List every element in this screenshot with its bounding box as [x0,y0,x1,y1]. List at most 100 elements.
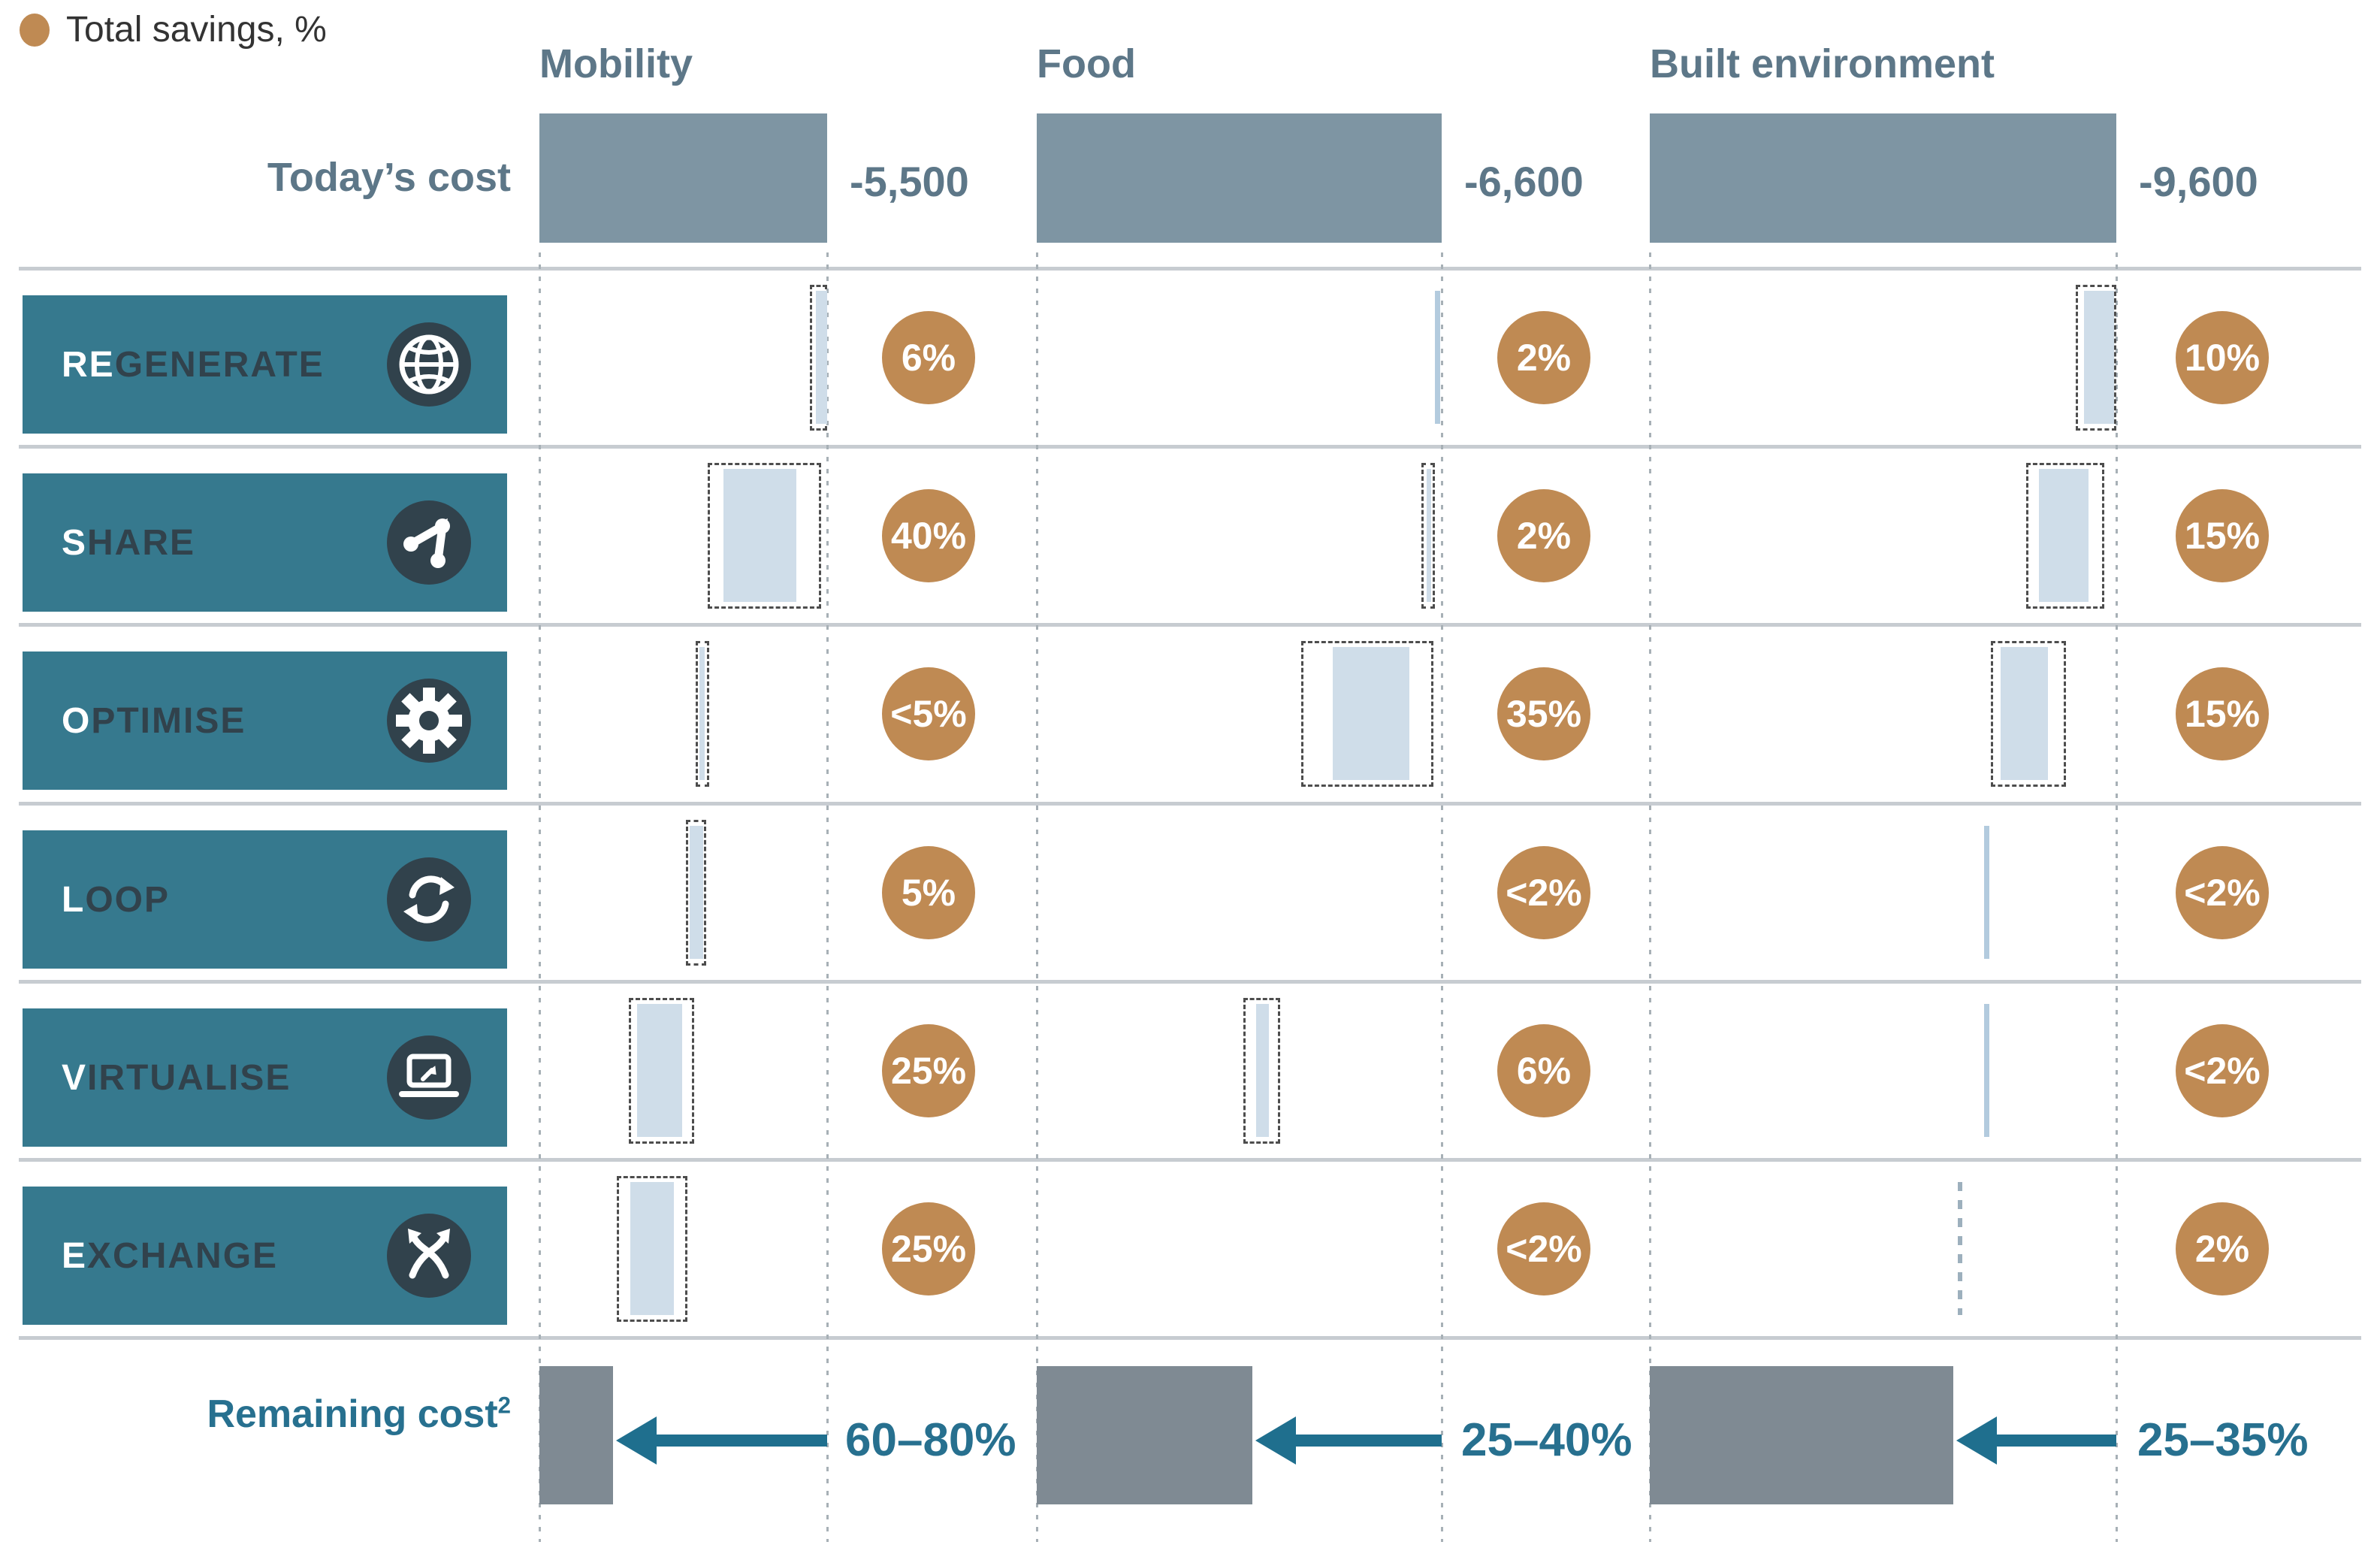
total-savings-badge: 6% [882,311,975,404]
total-savings-badge: 2% [1497,489,1590,582]
total-savings-badge: 25% [882,1202,975,1295]
sector-header: Mobility [539,41,693,86]
savings-dashed-marker [1958,1182,1962,1315]
gear-icon [387,679,471,763]
total-savings-badge: <2% [1497,846,1590,939]
remaining-cost-text: Remaining cost [207,1392,498,1436]
share-icon [387,500,471,585]
lever-name: REGENERATE [62,344,325,385]
arrow-left-icon [616,1416,657,1465]
todays-cost-label: Today’s cost [267,155,511,200]
savings-bar [637,1004,682,1137]
exchange-icon [387,1214,471,1298]
row-separator [19,623,2361,627]
total-savings-dot-icon [20,13,50,47]
lever-row-label: VIRTUALISE [23,1008,507,1147]
savings-range [1243,998,1280,1144]
savings-range [686,820,706,966]
savings-bar [2039,469,2089,602]
todays-cost-bar [1037,113,1442,243]
savings-range [629,998,694,1144]
column-gridline [1441,252,1443,1542]
savings-bar [1256,1004,1269,1137]
arrow-shaft [1995,1435,2116,1447]
exchange-icon [387,1214,471,1298]
savings-bar [723,469,796,602]
arrow-shaft [1294,1435,1442,1447]
todays-cost-bar [539,113,827,243]
row-separator [19,1158,2361,1162]
arrow-left-icon [1255,1416,1296,1465]
savings-range [696,641,709,787]
savings-range [708,463,821,609]
column-gridline [1649,252,1651,1542]
lever-name: EXCHANGE [62,1235,279,1276]
remaining-cost-bar [539,1366,613,1504]
globe-icon [387,322,471,407]
laptop-icon [387,1035,471,1120]
total-savings-badge: 25% [882,1024,975,1117]
savings-bar [630,1182,674,1315]
laptop-icon [387,1035,471,1120]
savings-line-marker [1435,291,1440,424]
arrow-shaft [655,1435,827,1447]
savings-bar [1333,647,1409,780]
savings-line-marker [1984,826,1989,959]
lever-row-label: LOOP [23,830,507,969]
column-gridline [826,252,829,1542]
total-savings-badge: 10% [2176,311,2269,404]
total-savings-badge: 5% [882,846,975,939]
total-savings-badge: 35% [1497,667,1590,760]
row-separator [19,1336,2361,1340]
remaining-cost-bar [1650,1366,1953,1504]
todays-cost-value: -5,500 [850,158,969,205]
arrow-left-icon [1956,1416,1997,1465]
row-separator [19,980,2361,984]
total-savings-badge: 2% [2176,1202,2269,1295]
column-gridline [2116,252,2118,1542]
savings-range [617,1176,687,1322]
savings-range [1991,641,2066,787]
todays-cost-bar [1650,113,2116,243]
row-separator [19,445,2361,449]
reduction-label: 60–80% [845,1414,1016,1466]
savings-bar [699,647,705,780]
lever-name: LOOP [62,879,171,920]
savings-range [1301,641,1433,787]
gear-icon [387,679,471,763]
share-icon [387,500,471,585]
column-gridline [1036,252,1038,1542]
savings-bar [1427,469,1431,602]
legend-label: Total savings, % [66,10,327,50]
total-savings-badge: 15% [2176,667,2269,760]
lever-row-label: SHARE [23,473,507,612]
todays-cost-value: -6,600 [1464,158,1584,205]
lever-row-label: EXCHANGE [23,1187,507,1325]
savings-line-marker [1984,1004,1989,1137]
row-separator [19,802,2361,806]
column-gridline [539,252,541,1542]
total-savings-badge: 6% [1497,1024,1590,1117]
lever-row-label: OPTIMISE [23,652,507,790]
savings-bar [690,826,703,959]
total-savings-badge: 2% [1497,311,1590,404]
remaining-cost-bar [1037,1366,1252,1504]
lever-row-label: REGENERATE [23,295,507,434]
reduction-label: 25–35% [2137,1414,2309,1466]
lever-name: VIRTUALISE [62,1057,291,1098]
reduction-label: 25–40% [1461,1414,1632,1466]
savings-bar [2084,291,2114,424]
legend: Total savings, % [20,9,327,50]
lever-name: SHARE [62,522,196,563]
total-savings-badge: <2% [1497,1202,1590,1295]
savings-range [2026,463,2104,609]
sector-header: Food [1037,41,1136,86]
sector-header: Built environment [1650,41,1995,86]
total-savings-badge: 40% [882,489,975,582]
loop-icon [387,857,471,942]
total-savings-badge: <2% [2176,846,2269,939]
globe-icon [387,322,471,407]
todays-cost-value: -9,600 [2139,158,2258,205]
total-savings-badge: <5% [882,667,975,760]
